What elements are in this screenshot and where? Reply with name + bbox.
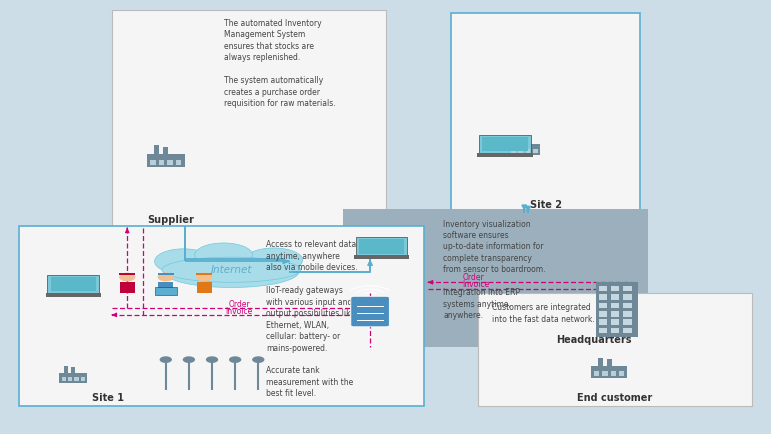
Bar (477, 153, 533, 157)
FancyBboxPatch shape (343, 209, 648, 347)
Ellipse shape (162, 257, 301, 282)
Ellipse shape (194, 243, 252, 267)
Bar (611, 328, 620, 333)
Text: Order: Order (228, 299, 250, 309)
FancyBboxPatch shape (356, 237, 407, 255)
Bar (354, 255, 409, 259)
Bar (598, 328, 608, 333)
Bar (64, 366, 68, 373)
Bar (157, 273, 174, 275)
Bar (623, 319, 632, 325)
Circle shape (229, 356, 241, 363)
Ellipse shape (154, 249, 212, 274)
Bar (514, 136, 519, 144)
FancyBboxPatch shape (480, 135, 531, 153)
Bar (51, 277, 96, 291)
Bar (522, 137, 527, 144)
Circle shape (157, 273, 174, 281)
Bar (153, 145, 159, 154)
Bar (623, 286, 632, 292)
Bar (196, 273, 213, 275)
Bar (623, 328, 632, 333)
Bar (68, 377, 72, 381)
Bar (611, 303, 620, 308)
Text: Internet: Internet (210, 265, 252, 275)
Bar (119, 273, 136, 275)
Bar (596, 282, 638, 337)
Circle shape (206, 356, 218, 363)
Bar (598, 286, 608, 292)
Bar (483, 137, 528, 151)
Bar (598, 358, 603, 366)
Ellipse shape (163, 256, 298, 287)
Circle shape (196, 273, 213, 281)
Text: Invoice: Invoice (225, 307, 253, 316)
Bar (607, 359, 611, 366)
Circle shape (183, 356, 195, 363)
Bar (611, 372, 616, 376)
Text: Site 2: Site 2 (530, 201, 562, 210)
Text: Site 1: Site 1 (92, 393, 124, 403)
Bar (598, 294, 608, 300)
FancyBboxPatch shape (48, 275, 99, 293)
Text: Invoice: Invoice (463, 280, 490, 289)
Bar (59, 373, 87, 383)
Bar (598, 303, 608, 308)
Bar (75, 377, 79, 381)
Bar (611, 311, 620, 316)
Text: Supplier: Supplier (148, 215, 194, 225)
Bar (150, 160, 156, 165)
Bar (176, 160, 181, 165)
Bar (623, 311, 632, 316)
Bar (533, 148, 537, 153)
Bar (62, 377, 66, 381)
Circle shape (252, 356, 264, 363)
Text: End customer: End customer (577, 393, 652, 403)
Bar (623, 303, 632, 308)
Bar (120, 282, 134, 293)
Text: The automated Inventory
Management System
ensures that stocks are
always repleni: The automated Inventory Management Syste… (224, 19, 335, 108)
Bar (611, 319, 620, 325)
Bar (526, 148, 530, 153)
Bar (623, 294, 632, 300)
Bar (619, 372, 624, 376)
Bar (611, 286, 620, 292)
Bar (591, 366, 627, 378)
Text: Customers are integrated
into the fast data network.: Customers are integrated into the fast d… (492, 303, 594, 324)
Bar (359, 239, 405, 253)
Bar (167, 160, 173, 165)
FancyBboxPatch shape (351, 296, 389, 327)
Circle shape (119, 273, 136, 281)
FancyBboxPatch shape (19, 226, 424, 406)
Bar (598, 311, 608, 316)
Text: Access to relevant data,
anytime, anywhere
also via mobile devices.

IIoT-ready : Access to relevant data, anytime, anywhe… (266, 240, 359, 398)
Bar (611, 294, 620, 300)
Circle shape (160, 356, 172, 363)
Bar (81, 377, 85, 381)
Text: Inventory visualization
software ensures
up-to-date information for
complete tra: Inventory visualization software ensures… (443, 220, 546, 320)
Bar (511, 148, 516, 153)
FancyBboxPatch shape (478, 293, 752, 406)
Text: Order: Order (463, 273, 484, 282)
Bar (197, 282, 211, 293)
Bar (594, 372, 599, 376)
FancyBboxPatch shape (451, 13, 640, 213)
Bar (598, 319, 608, 325)
Bar (146, 154, 184, 167)
Bar (45, 293, 101, 297)
FancyBboxPatch shape (112, 10, 386, 228)
Bar (155, 287, 177, 295)
Text: Headquarters: Headquarters (556, 335, 631, 345)
Ellipse shape (244, 248, 302, 272)
Bar (158, 282, 173, 293)
Bar (159, 160, 164, 165)
Bar (163, 147, 168, 154)
Bar (518, 148, 523, 153)
Bar (508, 144, 540, 155)
Bar (71, 367, 76, 373)
Bar (602, 372, 608, 376)
